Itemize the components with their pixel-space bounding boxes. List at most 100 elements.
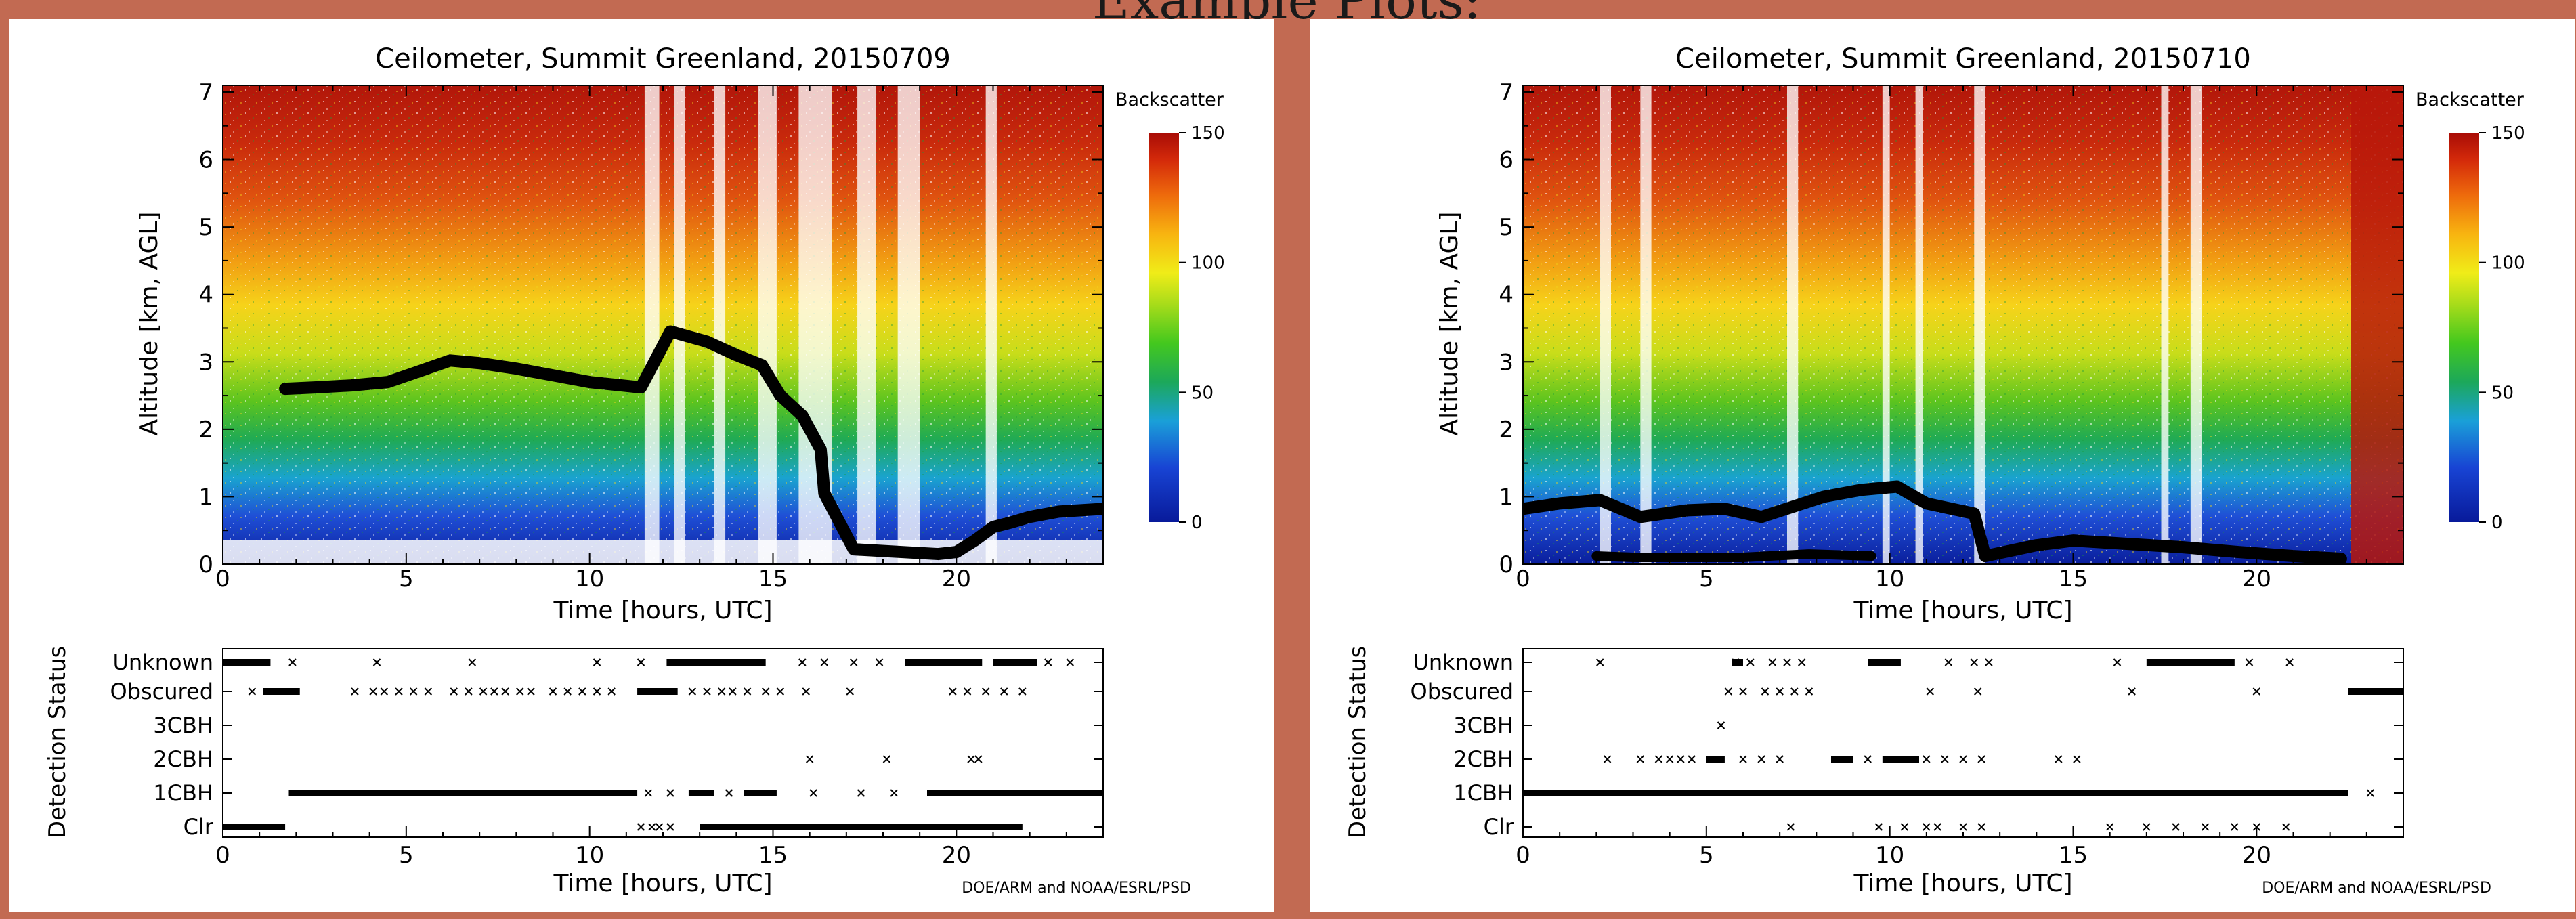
status-point: [1923, 823, 1931, 831]
y-tick-label: 7: [198, 79, 213, 106]
status-category-label: Unknown: [1413, 649, 1514, 675]
status-point: [288, 658, 297, 666]
status-point: [1797, 658, 1806, 666]
x-tick-label: 20: [942, 842, 971, 869]
x-tick-label: 15: [758, 842, 788, 869]
status-point: [1654, 755, 1663, 763]
clear-column: [2190, 85, 2202, 564]
clear-column: [1600, 85, 1611, 564]
backscatter-heatmap: [1523, 85, 2403, 564]
status-point: [1959, 755, 1967, 763]
status-x-label: Time [hours, UTC]: [553, 870, 772, 897]
status-category-label: 1CBH: [153, 780, 213, 806]
y-tick-label: 0: [1499, 551, 1514, 578]
status-point: [465, 687, 473, 696]
y-tick-label: 4: [1499, 282, 1514, 309]
status-point: [2105, 823, 2114, 831]
x-tick-label: 5: [399, 565, 414, 593]
clear-column: [985, 85, 997, 564]
status-point: [857, 789, 865, 797]
status-category-label: 2CBH: [1453, 746, 1514, 772]
status-point: [380, 687, 389, 696]
x-tick-label: 5: [1699, 565, 1714, 593]
status-point: [761, 687, 770, 696]
status-segment: [1732, 659, 1743, 666]
x-tick-label: 0: [215, 842, 230, 869]
y-tick-label: 5: [1499, 214, 1514, 241]
status-point: [849, 658, 858, 666]
status-point: [890, 789, 898, 797]
clear-column: [857, 85, 876, 564]
status-segment: [637, 688, 678, 695]
x-tick-label: 15: [758, 565, 788, 593]
status-point: [1717, 721, 1725, 729]
status-point: [703, 687, 711, 696]
status-segment: [2146, 659, 2235, 666]
status-point: [882, 755, 891, 763]
status-point: [1970, 658, 1978, 666]
status-category-label: 2CBH: [153, 746, 213, 772]
status-point: [846, 687, 854, 696]
status-point: [949, 687, 957, 696]
colorbar: [1149, 133, 1179, 522]
status-category-label: Unknown: [112, 649, 213, 675]
clear-column: [2161, 85, 2169, 564]
status-point: [479, 687, 488, 696]
status-point: [1776, 687, 1784, 696]
ceilometer-figure-2: Ceilometer, Summit Greenland, 20150710 0…: [1344, 43, 2525, 897]
clear-column: [758, 85, 777, 564]
status-point: [2055, 755, 2063, 763]
status-point: [717, 687, 726, 696]
status-point: [981, 687, 990, 696]
x-tick-label: 0: [1516, 842, 1530, 869]
status-y-label: Detection Status: [1344, 646, 1371, 838]
x-tick-label: 5: [399, 842, 414, 869]
status-category-label: Obscured: [110, 679, 214, 704]
status-segment: [993, 659, 1037, 666]
status-segment: [1882, 756, 1919, 763]
colorbar-tick-label: 50: [1191, 383, 1214, 403]
status-point: [1977, 755, 1985, 763]
status-point: [1596, 658, 1604, 666]
x-tick-label: 0: [215, 565, 230, 593]
status-segment: [223, 659, 271, 666]
status-point: [593, 658, 601, 666]
status-point: [450, 687, 458, 696]
x-tick-label: 10: [1875, 565, 1904, 593]
status-segment: [905, 659, 983, 666]
clear-column: [1787, 85, 1799, 564]
status-point: [1900, 823, 1909, 831]
status-point: [1018, 687, 1027, 696]
x-tick-label: 0: [1516, 565, 1530, 593]
clear-column: [1915, 85, 1923, 564]
status-point: [1768, 658, 1777, 666]
status-point: [1665, 755, 1674, 763]
status-point: [1977, 823, 1985, 831]
status-point: [1959, 823, 1967, 831]
heatmap-y-ticks: 0 1 2 3 4 5 6 7: [198, 79, 1103, 578]
colorbar-tick-label: 50: [2491, 383, 2514, 403]
colorbar-ticks: 0 50 100 150: [1179, 123, 1225, 533]
late-dense-layer: [2351, 85, 2403, 564]
y-tick-label: 0: [198, 551, 213, 578]
y-tick-label: 7: [1499, 79, 1514, 106]
colorbar-label: Backscatter: [1115, 89, 1224, 110]
clear-column: [897, 85, 920, 564]
status-point: [805, 755, 814, 763]
status-segment: [1706, 756, 1725, 763]
status-segment: [1523, 790, 2348, 796]
status-category-label: 1CBH: [1453, 780, 1514, 806]
clear-column: [1974, 85, 1985, 564]
status-point: [743, 687, 752, 696]
heatmap-y-label: Altitude [km, AGL]: [135, 212, 163, 436]
status-segment: [927, 790, 1103, 796]
status-point: [2128, 687, 2136, 696]
clear-sky-columns: [644, 85, 997, 564]
status-point: [248, 687, 257, 696]
status-segment: [1831, 756, 1853, 763]
heatmap-y-label: Altitude [km, AGL]: [1436, 212, 1463, 436]
status-point: [1000, 687, 1008, 696]
colorbar-label: Backscatter: [2416, 89, 2525, 110]
clear-column: [644, 85, 660, 564]
status-point: [809, 789, 817, 797]
